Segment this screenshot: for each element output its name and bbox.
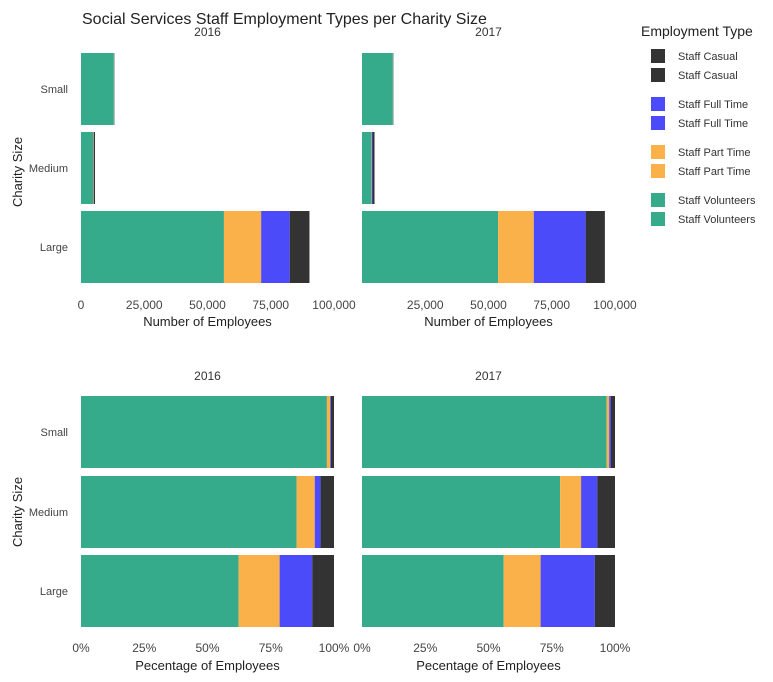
legend: Employment Type Staff Casual Staff Casual…: [641, 23, 756, 226]
category-label-large: Large: [40, 586, 68, 598]
bar-staff-part-time-medium: [296, 476, 315, 548]
x-tick-label: 50,000: [189, 298, 226, 312]
category-label-small: Small: [40, 84, 68, 96]
bar-staff-part-time-large: [238, 555, 280, 627]
legend-swatch-staff-casual: [651, 49, 665, 63]
legend-swatch-staff-volunteers: [651, 212, 665, 226]
bar-staff-full-time-medium: [371, 132, 373, 204]
bar-staff-volunteers-medium: [81, 476, 297, 548]
x-tick-label: 25,000: [407, 298, 444, 312]
legend-label-staff-volunteers: Staff Volunteers: [678, 195, 756, 207]
x-tick-label: 100,000: [593, 298, 637, 312]
bar-staff-full-time-large: [540, 555, 595, 627]
legend-swatch-staff-full-time: [651, 97, 665, 111]
bar-staff-casual-small: [330, 396, 334, 468]
x-tick-label: 75,000: [533, 298, 570, 312]
bar-staff-part-time-small: [606, 396, 610, 468]
facet-label: 2016: [194, 369, 221, 383]
x-axis-title: Pecentage of Employees: [135, 658, 280, 673]
bar-staff-volunteers-large: [81, 555, 239, 627]
x-tick-label: 75,000: [252, 298, 289, 312]
bar-staff-casual-medium: [372, 132, 375, 204]
panel-2: 2017 25,000 50,000 75,000 100,000 Number of E…: [362, 25, 637, 329]
bar-staff-casual-small: [610, 396, 615, 468]
bar-staff-volunteers-large: [362, 211, 499, 283]
legend-swatch-staff-casual: [651, 68, 665, 82]
x-tick-label: 50%: [476, 641, 500, 655]
bar-staff-part-time-large: [503, 555, 541, 627]
bar-staff-part-time-large: [223, 211, 262, 283]
legend-label-staff-part-time: Staff Part Time: [678, 166, 751, 178]
x-tick-label: 100,000: [312, 298, 356, 312]
category-label-small: Small: [40, 427, 68, 439]
bar-staff-part-time-small: [326, 396, 331, 468]
legend-swatch-staff-part-time: [651, 145, 665, 159]
legend-swatch-staff-part-time: [651, 164, 665, 178]
bar-staff-volunteers-medium: [362, 476, 561, 548]
bar-staff-casual-large: [585, 211, 605, 283]
chart-panels: 2016 Small Medium Large 0 25,000 50,000 75,000 1…: [29, 25, 637, 673]
y-axis-title-bottom: Charity Size: [10, 477, 25, 547]
x-axis-title: Number of Employees: [424, 314, 553, 329]
x-tick-label: 75%: [540, 641, 564, 655]
legend-swatch-staff-volunteers: [651, 193, 665, 207]
bar-staff-casual-large: [312, 555, 334, 627]
x-tick-label: 100%: [600, 641, 631, 655]
bar-staff-part-time-large: [498, 211, 534, 283]
category-label-medium: Medium: [29, 163, 68, 175]
bar-staff-full-time-small: [330, 396, 331, 468]
category-label-large: Large: [40, 242, 68, 254]
x-tick-label: 25%: [413, 641, 437, 655]
x-tick-label: 25%: [132, 641, 156, 655]
bar-staff-full-time-medium: [581, 476, 598, 548]
legend-label-staff-volunteers: Staff Volunteers: [678, 214, 756, 226]
x-tick-label: 0%: [72, 641, 90, 655]
bar-staff-full-time-small: [609, 396, 611, 468]
bar-staff-casual-medium: [93, 132, 95, 204]
x-axis-title: Pecentage of Employees: [416, 658, 561, 673]
bar-staff-volunteers-large: [362, 555, 504, 627]
bar-staff-full-time-large: [261, 211, 290, 283]
category-label-medium: Medium: [29, 507, 68, 519]
x-tick-label: 50%: [195, 641, 219, 655]
bar-staff-volunteers-small: [362, 396, 607, 468]
x-tick-label: 25,000: [126, 298, 163, 312]
bar-staff-casual-medium: [597, 476, 615, 548]
bar-staff-volunteers-medium: [362, 132, 372, 204]
x-axis-title: Number of Employees: [143, 314, 272, 329]
bar-staff-full-time-medium: [314, 476, 321, 548]
legend-label-staff-casual: Staff Casual: [678, 70, 738, 82]
bar-staff-volunteers-large: [81, 211, 224, 283]
legend-label-staff-casual: Staff Casual: [678, 51, 738, 63]
bar-staff-full-time-large: [533, 211, 586, 283]
panel-3: 2016 Small Medium Large 0% 25% 50% 75% 100% Pecen…: [29, 369, 350, 673]
x-tick-label: 100%: [319, 641, 350, 655]
facet-label: 2017: [475, 25, 502, 39]
chart-title: Social Services Staff Employment Types p…: [82, 11, 487, 28]
bar-staff-part-time-medium: [560, 476, 582, 548]
bar-staff-volunteers-small: [81, 53, 114, 125]
x-tick-label: 0%: [353, 641, 371, 655]
bar-staff-casual-large: [289, 211, 310, 283]
bar-staff-full-time-large: [279, 555, 313, 627]
bar-staff-casual-large: [594, 555, 615, 627]
bar-staff-volunteers-medium: [81, 132, 94, 204]
x-tick-label: 75%: [259, 641, 283, 655]
bar-staff-casual-medium: [320, 476, 334, 548]
legend-label-staff-part-time: Staff Part Time: [678, 147, 751, 159]
bar-staff-volunteers-small: [81, 396, 327, 468]
legend-title: Employment Type: [641, 23, 753, 39]
y-axis-title-top: Charity Size: [10, 137, 25, 207]
bar-staff-volunteers-small: [362, 53, 393, 125]
x-tick-label: 50,000: [470, 298, 507, 312]
facet-label: 2016: [194, 25, 221, 39]
legend-label-staff-full-time: Staff Full Time: [678, 99, 748, 111]
legend-swatch-staff-full-time: [651, 116, 665, 130]
panel-4: 2017 0% 25% 50% 75% 100% Pecentage of Employee…: [353, 369, 630, 673]
panel-1: 2016 Small Medium Large 0 25,000 50,000 75,000 1…: [29, 25, 356, 329]
facet-label: 2017: [475, 369, 502, 383]
legend-label-staff-full-time: Staff Full Time: [678, 118, 748, 130]
x-tick-label: 0: [78, 298, 85, 312]
